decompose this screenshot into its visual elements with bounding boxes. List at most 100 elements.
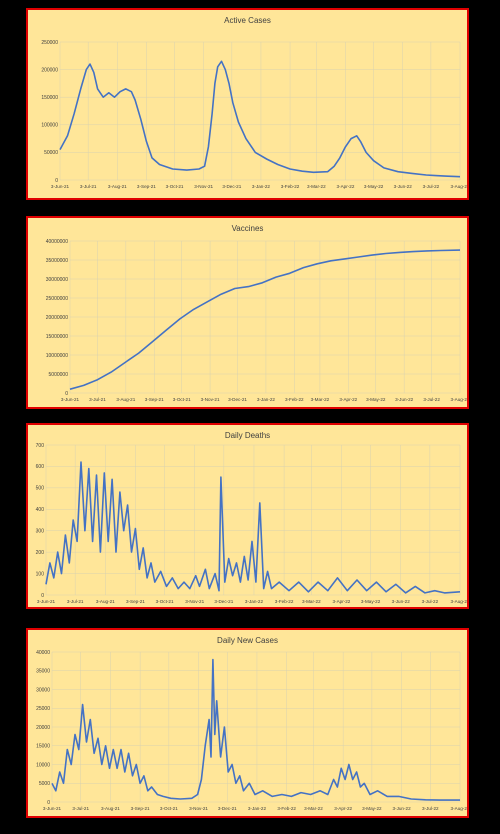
daily-deaths-svg: Daily Deaths 0 100 200 300 400 500 600 700 3-Jun-… xyxy=(36,431,467,604)
x-tick-label: 3-Jul-22 xyxy=(422,599,439,604)
x-tick-label: 3-Feb-22 xyxy=(281,184,300,189)
y-tick-label: 20000000 xyxy=(46,315,68,321)
y-tick-label: 200 xyxy=(36,550,45,556)
x-tick-label: 3-Dec-21 xyxy=(228,397,247,402)
x-tick-label: 3-Feb-22 xyxy=(277,806,296,811)
x-tick-label: 3-Aug-22 xyxy=(451,184,467,189)
x-tick-label: 3-Apr-22 xyxy=(334,806,352,811)
y-tick-label: 50000 xyxy=(44,150,58,156)
daily-new-cases-chart: Daily New Cases 0 5000 10000 15000 20000 25000… xyxy=(26,628,469,818)
x-tick-label: 3-Aug-22 xyxy=(451,397,467,402)
x-tick-label: 3-Apr-22 xyxy=(332,599,350,604)
chart-title: Daily Deaths xyxy=(225,431,270,440)
x-tick-label: 3-Nov-21 xyxy=(189,806,208,811)
y-tick-label: 30000000 xyxy=(46,277,68,283)
y-tick-label: 15000000 xyxy=(46,334,68,340)
series-line xyxy=(45,461,461,594)
x-tick-label: 3-Jun-22 xyxy=(393,806,412,811)
y-tick-label: 100 xyxy=(36,571,45,577)
y-tick-label: 600 xyxy=(36,464,45,470)
x-tick-label: 3-Nov-21 xyxy=(185,599,204,604)
x-tick-label: 3-Jan-22 xyxy=(245,599,264,604)
x-tick-label: 3-May-22 xyxy=(362,806,382,811)
y-tick-label: 100000 xyxy=(41,123,58,129)
y-tick-label: 5000 xyxy=(39,781,50,787)
y-tick-label: 25000000 xyxy=(46,296,68,302)
x-tick-label: 3-Dec-21 xyxy=(214,599,233,604)
y-tick-label: 0 xyxy=(47,800,50,806)
chart-title: Active Cases xyxy=(224,16,271,25)
x-tick-label: 3-Jun-21 xyxy=(51,184,70,189)
x-tick-label: 3-Oct-21 xyxy=(173,397,191,402)
series-line xyxy=(59,60,461,178)
x-tick-label: 3-Sep-21 xyxy=(137,184,156,189)
x-tick-label: 3-Aug-21 xyxy=(108,184,127,189)
x-tick-label: 3-May-22 xyxy=(366,397,386,402)
y-tick-label: 35000 xyxy=(36,669,50,675)
x-tick-label: 3-Mar-22 xyxy=(302,599,321,604)
vaccines-svg: Vaccines 0 5000000 10000000 15000000 20000000… xyxy=(46,224,467,402)
y-tick-label: 150000 xyxy=(41,95,58,101)
x-tick-label: 3-Oct-21 xyxy=(156,599,174,604)
y-tick-label: 30000 xyxy=(36,687,50,693)
x-tick-label: 3-Sep-21 xyxy=(131,806,150,811)
x-tick-label: 3-Dec-21 xyxy=(218,806,237,811)
x-tick-label: 3-Aug-21 xyxy=(116,397,135,402)
x-tick-label: 3-Jun-21 xyxy=(61,397,80,402)
y-tick-label: 500 xyxy=(36,486,45,492)
x-tick-label: 3-Mar-22 xyxy=(307,184,326,189)
x-tick-label: 3-Aug-21 xyxy=(101,806,120,811)
chart-title: Vaccines xyxy=(232,224,264,233)
y-tick-label: 10000 xyxy=(36,762,50,768)
x-tick-label: 3-Nov-21 xyxy=(194,184,213,189)
x-tick-label: 3-Oct-21 xyxy=(160,806,178,811)
y-tick-label: 200000 xyxy=(41,67,58,73)
x-tick-label: 3-Apr-22 xyxy=(337,184,355,189)
x-tick-label: 3-Jan-22 xyxy=(248,806,267,811)
y-tick-label: 35000000 xyxy=(46,258,68,264)
x-tick-label: 3-Jul-22 xyxy=(423,397,440,402)
x-tick-label: 3-Jun-21 xyxy=(43,806,62,811)
y-tick-label: 0 xyxy=(55,178,58,184)
y-tick-label: 0 xyxy=(41,593,44,599)
chart-title: Daily New Cases xyxy=(217,636,278,645)
y-tick-label: 300 xyxy=(36,529,45,535)
y-tick-label: 20000 xyxy=(36,725,50,731)
x-tick-label: 3-Mar-22 xyxy=(311,397,330,402)
x-tick-label: 3-Jun-22 xyxy=(395,397,414,402)
x-tick-label: 3-Jul-22 xyxy=(422,806,439,811)
x-tick-label: 3-Feb-22 xyxy=(285,397,304,402)
x-tick-label: 3-Nov-21 xyxy=(201,397,220,402)
vaccines-chart: Vaccines 0 5000000 10000000 15000000 20000000… xyxy=(26,216,469,409)
x-tick-label: 3-Sep-21 xyxy=(126,599,145,604)
active-cases-svg: Active Cases 0 50000 100000 150000 200000 2500… xyxy=(41,16,467,189)
y-tick-label: 250000 xyxy=(41,40,58,46)
y-tick-label: 700 xyxy=(36,443,45,449)
x-tick-label: 3-Aug-22 xyxy=(451,806,467,811)
x-tick-label: 3-Jun-22 xyxy=(392,599,411,604)
x-tick-label: 3-Jan-22 xyxy=(252,184,271,189)
x-tick-label: 3-Jun-21 xyxy=(37,599,56,604)
active-cases-chart: Active Cases 0 50000 100000 150000 200000 2500… xyxy=(26,8,469,200)
x-tick-label: 3-Aug-21 xyxy=(96,599,115,604)
x-tick-label: 3-Mar-22 xyxy=(304,806,323,811)
x-tick-label: 3-Jun-22 xyxy=(394,184,413,189)
x-tick-label: 3-Jul-21 xyxy=(80,184,97,189)
y-tick-label: 10000000 xyxy=(46,353,68,359)
x-tick-label: 3-Aug-22 xyxy=(451,599,467,604)
x-tick-label: 3-Jul-21 xyxy=(89,397,106,402)
x-tick-label: 3-Oct-21 xyxy=(166,184,184,189)
x-tick-label: 3-Feb-22 xyxy=(275,599,294,604)
y-tick-label: 40000000 xyxy=(46,239,68,245)
series-line xyxy=(69,249,461,390)
x-tick-label: 3-Dec-21 xyxy=(222,184,241,189)
y-tick-label: 5000000 xyxy=(49,372,69,378)
x-tick-label: 3-Jan-22 xyxy=(257,397,276,402)
x-tick-label: 3-May-22 xyxy=(361,599,381,604)
x-tick-label: 3-May-22 xyxy=(364,184,384,189)
daily-new-cases-svg: Daily New Cases 0 5000 10000 15000 20000 25000… xyxy=(36,636,467,811)
x-tick-label: 3-Jul-21 xyxy=(67,599,84,604)
y-tick-label: 15000 xyxy=(36,744,50,750)
y-tick-label: 40000 xyxy=(36,650,50,656)
daily-deaths-chart: Daily Deaths 0 100 200 300 400 500 600 700 3-Jun-… xyxy=(26,423,469,609)
